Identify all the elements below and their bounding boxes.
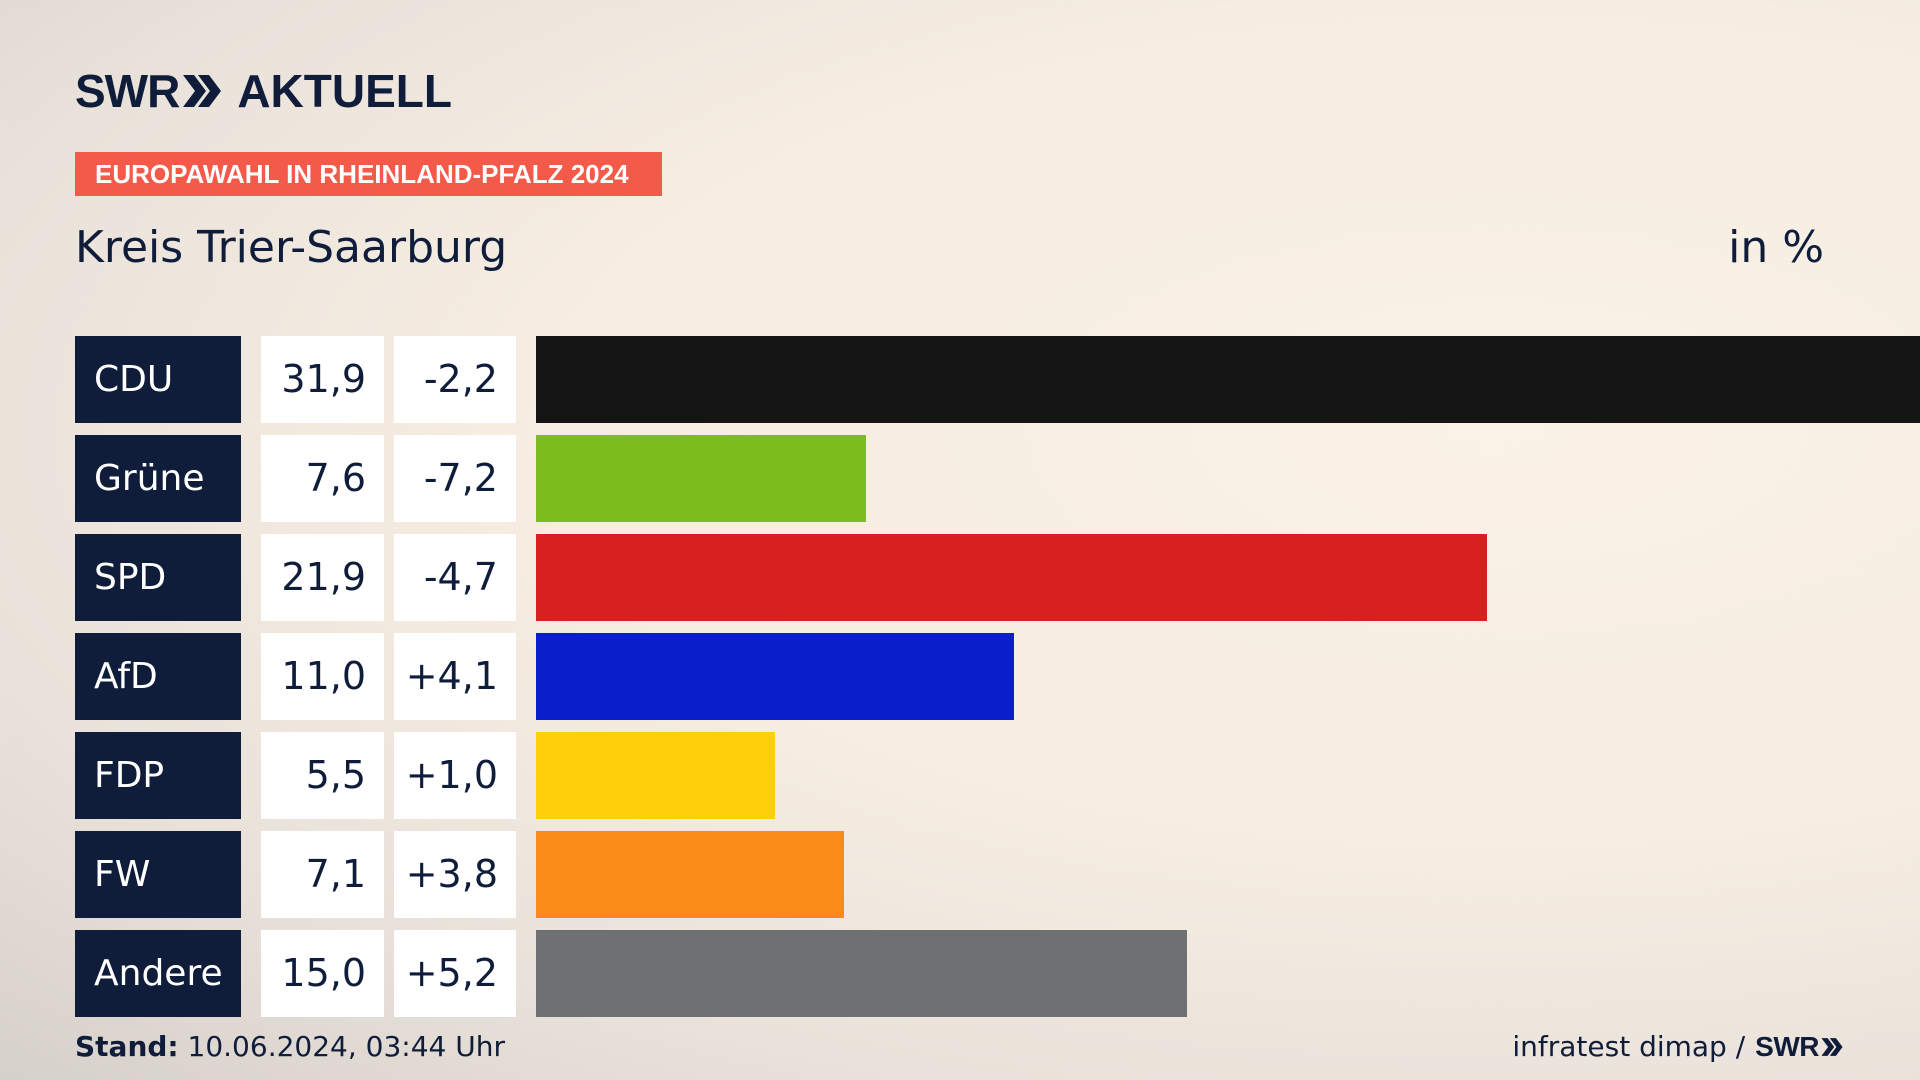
difference-value: +1,0 — [394, 732, 516, 819]
difference-value: +4,1 — [394, 633, 516, 720]
share-value: 21,9 — [261, 534, 384, 621]
party-label: Grüne — [75, 435, 241, 522]
share-value: 7,1 — [261, 831, 384, 918]
share-value: 31,9 — [261, 336, 384, 423]
source-text: infratest dimap / — [1512, 1030, 1746, 1063]
source-credit: infratest dimap / SWR — [1512, 1030, 1844, 1064]
stand-value: 10.06.2024, 03:44 Uhr — [187, 1030, 505, 1063]
bar-andere — [536, 930, 1187, 1017]
difference-value: -2,2 — [394, 336, 516, 423]
party-label: SPD — [75, 534, 241, 621]
party-label: CDU — [75, 336, 241, 423]
party-label: FDP — [75, 732, 241, 819]
bar-afd — [536, 633, 1014, 720]
swr-aktuell-logo: SWR AKTUELL — [75, 66, 452, 116]
footer-swr-logo: SWR — [1755, 1031, 1819, 1062]
party-label: FW — [75, 831, 241, 918]
region-title: Kreis Trier-Saarburg — [75, 222, 508, 273]
difference-value: +5,2 — [394, 930, 516, 1017]
bar-fw — [536, 831, 844, 918]
party-label: AfD — [75, 633, 241, 720]
logo-swr-text: SWR — [75, 65, 180, 117]
unit-label: in % — [1728, 222, 1824, 273]
share-value: 7,6 — [261, 435, 384, 522]
bar-fdp — [536, 732, 775, 819]
bar-cdu — [536, 336, 1920, 423]
bar-gr-ne — [536, 435, 866, 522]
double-chevron-right-icon — [183, 75, 222, 107]
share-value: 11,0 — [261, 633, 384, 720]
double-chevron-right-icon — [1821, 1038, 1843, 1056]
party-label: Andere — [75, 930, 241, 1017]
election-tag: EUROPAWAHL IN RHEINLAND-PFALZ 2024 — [75, 152, 662, 196]
bar-spd — [536, 534, 1487, 621]
share-value: 5,5 — [261, 732, 384, 819]
logo-aktuell-text: AKTUELL — [237, 65, 452, 117]
difference-value: -7,2 — [394, 435, 516, 522]
difference-value: -4,7 — [394, 534, 516, 621]
timestamp: Stand: 10.06.2024, 03:44 Uhr — [75, 1030, 505, 1064]
difference-value: +3,8 — [394, 831, 516, 918]
share-value: 15,0 — [261, 930, 384, 1017]
stand-label: Stand: — [75, 1030, 179, 1063]
